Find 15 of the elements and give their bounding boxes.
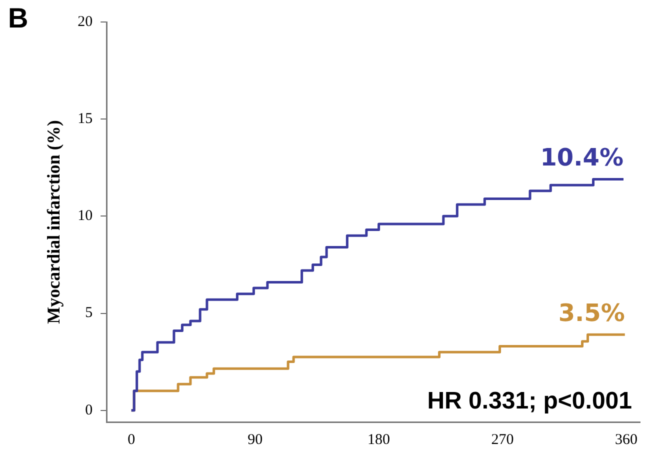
y-axis-title: Myocardial infarction (%)	[43, 120, 64, 324]
y-tick-label: 15	[78, 111, 93, 128]
x-tick-label: 270	[491, 432, 514, 448]
y-tick-label: 0	[85, 402, 93, 418]
y-tick-label: 10	[78, 208, 93, 224]
x-tick-label: 180	[368, 432, 390, 448]
annotation: 3.5%	[558, 298, 625, 327]
text: B	[8, 2, 28, 34]
x-tick-label: 360	[615, 432, 638, 448]
y-tick-label: 5	[85, 305, 93, 322]
annotation: HR 0.331; p<0.001	[427, 388, 632, 415]
y-tick-label: 20	[78, 14, 93, 30]
x-tick-label: 90	[248, 432, 263, 448]
annotation: 10.4%	[540, 144, 624, 172]
x-tick-label: 0	[128, 432, 136, 448]
